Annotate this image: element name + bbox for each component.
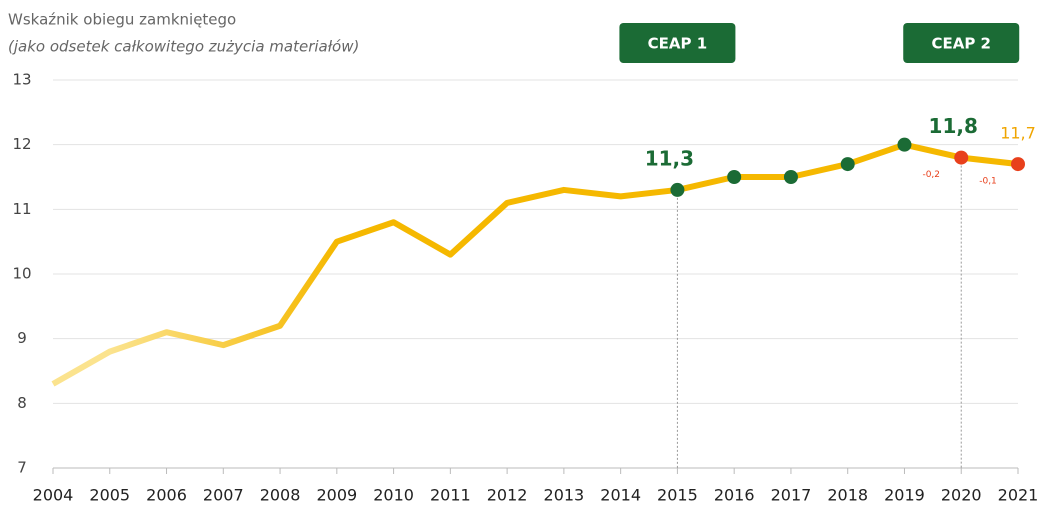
x-tick-label: 2012 (487, 486, 528, 505)
x-tick-label: 2008 (260, 486, 301, 505)
x-tick-label: 2004 (33, 486, 74, 505)
milestone-box (903, 23, 1020, 63)
milestone-label: CEAP 2 (931, 35, 991, 53)
x-tick-label: 2007 (203, 486, 244, 505)
x-tick-label: 2011 (430, 486, 471, 505)
chart-title: Wskaźnik obiegu zamkniętego (8, 11, 236, 29)
point (1011, 157, 1025, 172)
x-tick-label: 2021 (998, 486, 1037, 505)
x-tick-label: 2006 (146, 486, 187, 505)
y-tick-label: 13 (12, 71, 31, 89)
value-label: 11,8 (929, 114, 978, 138)
x-tick-label: 2019 (884, 486, 925, 505)
milestone-box (619, 23, 736, 63)
value-label: 11,3 (645, 146, 694, 170)
x-tick-label: 2005 (89, 486, 130, 505)
change-label: -0,2 (922, 170, 940, 180)
point (897, 137, 912, 152)
x-tick-label: 2014 (600, 486, 641, 505)
y-tick-label: 7 (17, 459, 27, 477)
milestone-label: CEAP 1 (648, 35, 708, 53)
y-tick-label: 9 (17, 329, 27, 347)
x-tick-label: 2018 (827, 486, 868, 505)
y-tick-label: 10 (12, 265, 31, 283)
x-tick-label: 2020 (941, 486, 982, 505)
y-tick-label: 12 (12, 135, 31, 153)
value-label: 11,7 (1000, 124, 1036, 143)
x-tick-label: 2009 (316, 486, 357, 505)
x-tick-label: 2010 (373, 486, 414, 505)
chart-subtitle: (jako odsetek całkowitego zużycia materi… (8, 38, 359, 56)
x-tick-label: 2017 (771, 486, 812, 505)
x-tick-label: 2015 (657, 486, 698, 505)
point (954, 150, 969, 165)
x-tick-label: 2013 (544, 486, 585, 505)
y-tick-label: 8 (17, 394, 27, 412)
point (783, 170, 798, 184)
point (727, 170, 742, 184)
line (51, 141, 1019, 387)
point (840, 157, 855, 172)
y-tick-label: 11 (12, 200, 31, 218)
x-tick-label: 2016 (714, 486, 755, 505)
point (670, 182, 685, 197)
change-label: -0,1 (979, 177, 997, 187)
